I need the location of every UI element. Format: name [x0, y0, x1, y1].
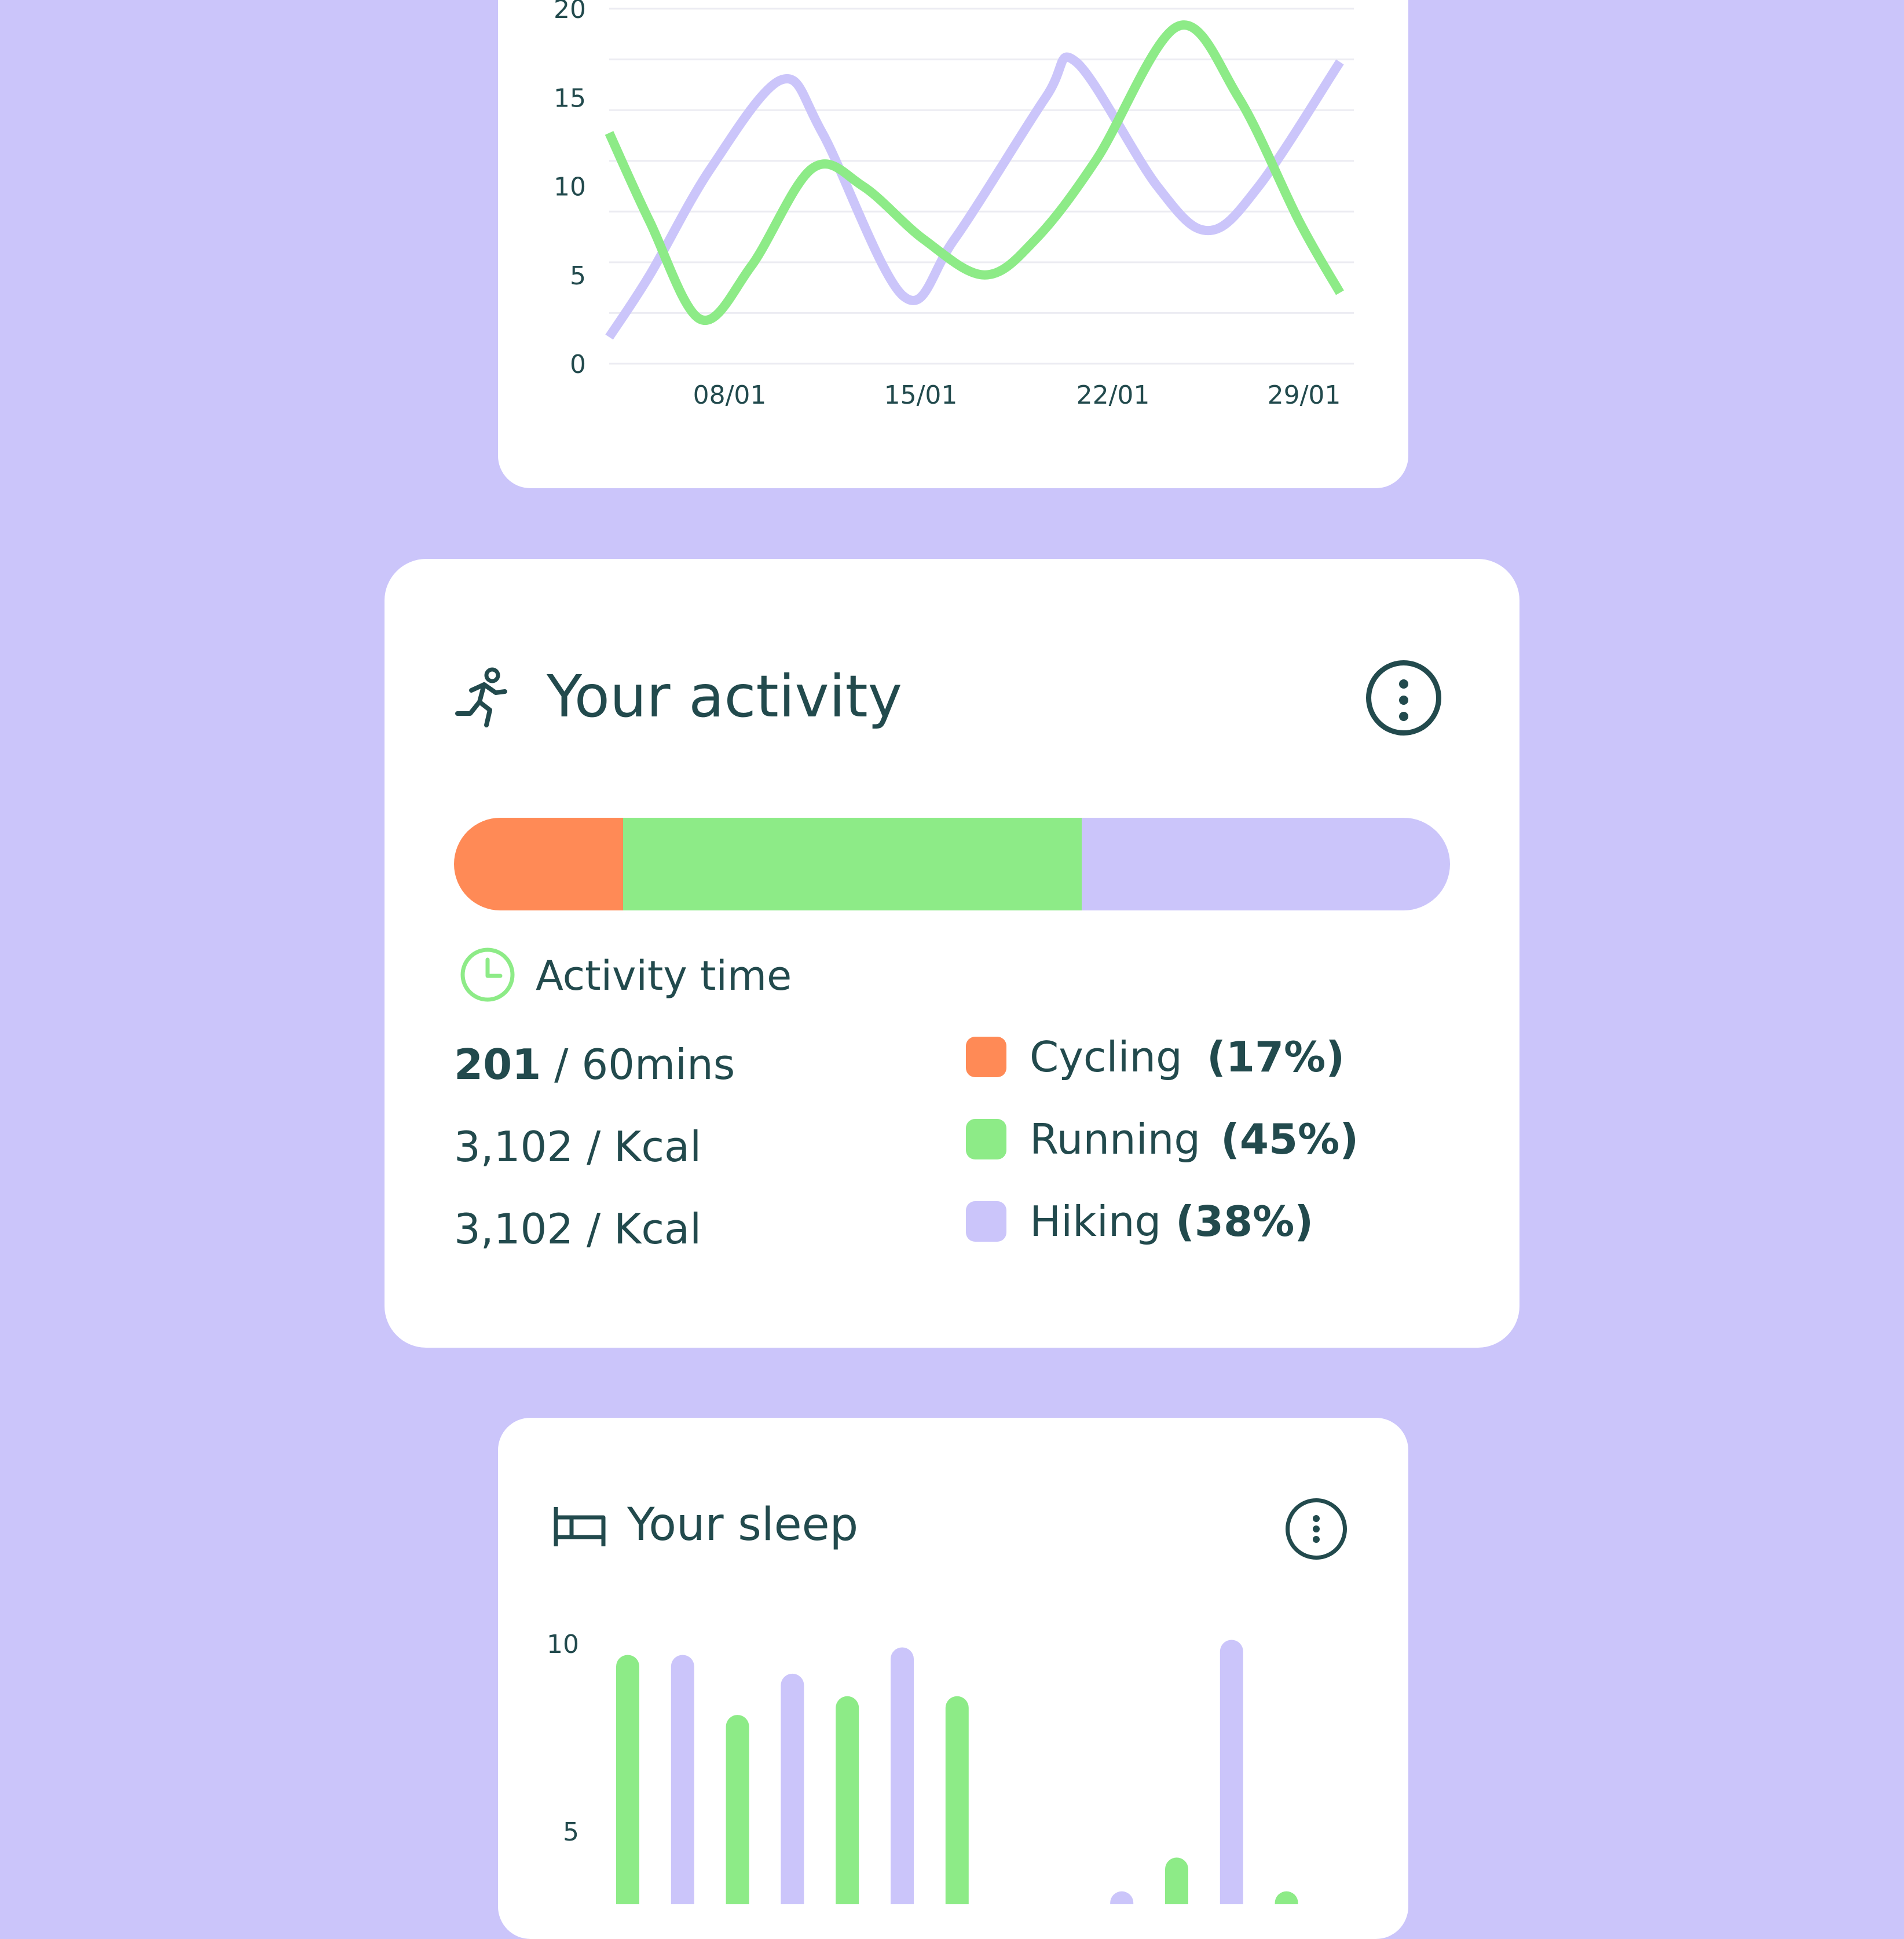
- stat-duration-value: 201: [454, 1040, 541, 1089]
- activity-time-label: Activity time: [536, 952, 792, 1000]
- sleep-more-button[interactable]: [1286, 1498, 1347, 1560]
- sleep-title: Your sleep: [627, 1499, 859, 1551]
- bar-segment-running: [623, 818, 1082, 910]
- legend-percent-cycling: (17%): [1207, 1033, 1345, 1081]
- stat-duration: 201 / 60mins: [454, 1038, 735, 1091]
- stat-kcal-2-text: 3,102 / Kcal: [454, 1205, 702, 1253]
- activity-title: Your activity: [547, 663, 902, 730]
- legend-swatch-hiking: [966, 1201, 1006, 1242]
- legend-swatch-running: [966, 1119, 1006, 1159]
- bar-segment-cycling: [454, 818, 624, 910]
- activity-card: [385, 559, 1519, 1348]
- more-vertical-icon: [1399, 679, 1408, 689]
- clock-icon: [460, 947, 515, 1002]
- stat-kcal-2: 3,102 / Kcal: [454, 1203, 701, 1255]
- stat-kcal-1-text: 3,102 / Kcal: [454, 1122, 702, 1171]
- legend-swatch-cycling: [966, 1037, 1006, 1077]
- line-chart-card: [498, 0, 1408, 488]
- legend-label-running: Running: [1030, 1115, 1201, 1164]
- legend-label-cycling: Cycling: [1030, 1033, 1182, 1081]
- legend-label-hiking: Hiking: [1030, 1197, 1162, 1246]
- more-vertical-icon: [1313, 1515, 1320, 1522]
- activity-breakdown-bar: [454, 818, 1450, 910]
- stat-duration-unit: / 60mins: [541, 1040, 735, 1089]
- activity-more-button[interactable]: [1366, 660, 1441, 736]
- running-person-icon: [455, 667, 507, 727]
- bed-icon: [554, 1507, 606, 1546]
- legend-percent-running: (45%): [1221, 1115, 1359, 1164]
- stat-kcal-1: 3,102 / Kcal: [454, 1121, 701, 1173]
- bar-segment-hiking: [1081, 818, 1450, 910]
- legend-percent-hiking: (38%): [1176, 1197, 1314, 1246]
